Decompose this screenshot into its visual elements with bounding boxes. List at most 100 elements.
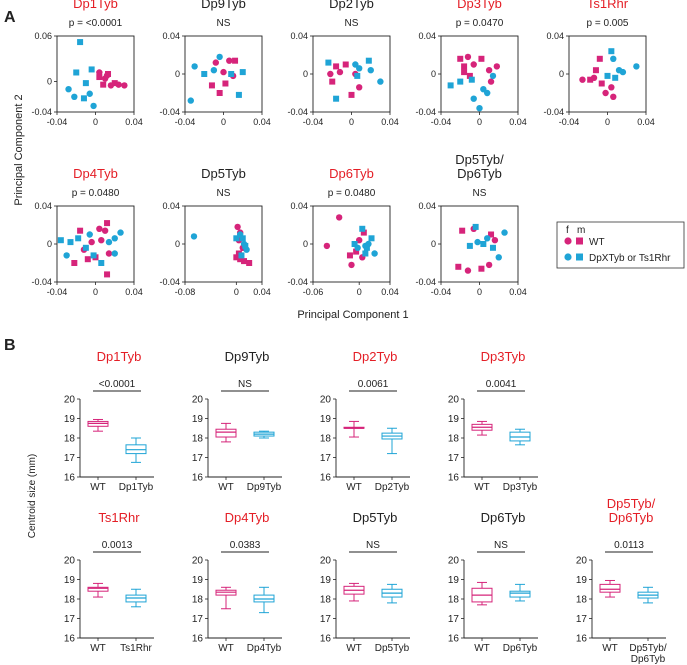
box-x-tick-label: Dp5Tyb <box>375 643 410 654</box>
wt-female-point <box>348 261 355 269</box>
box-y-tick-label: 20 <box>64 395 76 406</box>
pca-x-tick-label: 0.04 <box>381 117 399 127</box>
wt-female-point <box>88 238 95 246</box>
pca-y-tick-label: 0.06 <box>34 31 52 41</box>
wt-male-point <box>105 71 112 77</box>
pca-y-tick-label: -0.04 <box>159 277 180 287</box>
wt-male-point <box>233 254 240 261</box>
box-y-tick-label: 20 <box>448 556 460 567</box>
mut-female-point <box>619 68 627 76</box>
pca-y-tick-label: 0 <box>47 77 52 87</box>
pca-x-tick-label: 0.04 <box>637 117 655 127</box>
wt-male-point <box>596 55 603 62</box>
wt-male-point <box>333 63 340 70</box>
mut-male-point <box>359 225 366 232</box>
mut-female-point <box>610 55 617 62</box>
mut-female-point <box>495 254 502 261</box>
centroid-panel-8: Dp5Tyb/Dp6Tyb 20 19 18 17 16 WT Dp5Tyb/Dp6Tyb 0.… <box>576 496 667 665</box>
pca-x-tick-label: 0 <box>234 287 239 297</box>
wt-female-point <box>491 237 499 244</box>
mut-male-point <box>365 57 372 64</box>
significance-label: 0.0061 <box>358 379 389 390</box>
box-x-tick-label: WT <box>346 482 362 493</box>
wt-female-point <box>356 84 363 91</box>
pca-y-tick-label: 0.04 <box>290 31 308 41</box>
pca-y-tick-label: 0 <box>175 239 180 249</box>
mut-female-point <box>470 95 477 102</box>
centroid-panel-6: Dp5Tyb 20 19 18 17 16 WT Dp5Tyb NS <box>320 510 410 654</box>
centroid-panel-4: Ts1Rhr 20 19 18 17 16 WT Ts1Rhr 0.0013 <box>64 510 154 654</box>
wt-male-point <box>329 78 336 85</box>
pca-y-tick-label: -0.04 <box>287 107 308 117</box>
mut-female-point <box>489 72 497 80</box>
mut-male-point <box>351 241 358 247</box>
wt-iqr-box <box>87 586 109 592</box>
wt-male-point <box>353 248 360 255</box>
mut-female-point <box>111 250 118 257</box>
wt-female-point <box>336 68 344 76</box>
wt-female-point <box>464 267 472 274</box>
wt-female-point <box>579 76 586 83</box>
wt-male-point <box>111 80 118 87</box>
wt-male-point <box>208 82 215 89</box>
box-y-tick-label: 19 <box>320 414 332 425</box>
legend-mut-male-marker <box>576 253 583 261</box>
pca-x-tick-label: -0.04 <box>175 117 196 127</box>
box-x-tick-label: Dp6Tyb <box>631 654 666 665</box>
wt-female-point <box>464 53 472 61</box>
box-x-tick-label: WT <box>218 482 234 493</box>
pca-y-tick-label: -0.04 <box>415 277 436 287</box>
pca-x-tick-label: 0 <box>221 117 226 127</box>
wt-male-point <box>459 227 466 234</box>
box-y-tick-label: 17 <box>192 614 204 625</box>
mut-female-point <box>484 235 491 242</box>
mut-male-point <box>472 223 479 230</box>
pca-x-tick-label: 0 <box>357 287 362 297</box>
centroid-panel-3: Dp3Tyb 20 19 18 17 16 WT Dp3Tyb 0.0041 <box>448 349 538 493</box>
panel-b-label: B <box>4 337 16 354</box>
mut-male-point <box>447 82 454 89</box>
pca-stat-label: p = 0.0480 <box>72 188 120 199</box>
box-y-tick-label: 19 <box>448 575 460 586</box>
box-y-tick-label: 20 <box>576 556 588 567</box>
pca-stat-label: NS <box>217 18 231 29</box>
box-x-tick-label: Dp2Tyb <box>375 482 410 493</box>
pca-y-tick-label: -0.04 <box>159 107 180 117</box>
box-x-tick-label: Dp5Tyb/ <box>629 643 666 654</box>
pca-x-tick-label: 0.04 <box>381 287 399 297</box>
pca-plot-frame <box>312 35 391 113</box>
mut-female-point <box>633 63 640 70</box>
pca-y-tick-label: 0 <box>303 239 308 249</box>
pca-y-tick-label: 0.04 <box>162 31 180 41</box>
centroid-panel-7: Dp6Tyb 20 19 18 17 16 WT Dp6Tyb NS <box>448 510 538 654</box>
box-title-line: Dp6Tyb <box>609 510 654 525</box>
significance-label: NS <box>366 540 380 551</box>
box-y-tick-label: 17 <box>576 614 588 625</box>
mut-male-point <box>82 80 89 87</box>
box-title-line: Dp5Tyb/ <box>607 496 656 511</box>
mut-female-point <box>190 233 198 240</box>
mut-male-point <box>80 95 87 102</box>
wt-male-point <box>478 265 485 272</box>
wt-iqr-box <box>215 428 237 438</box>
wt-female-point <box>327 70 334 78</box>
box-y-tick-label: 17 <box>448 614 460 625</box>
pca-stat-label: NS <box>473 188 487 199</box>
mut-female-point <box>210 67 218 74</box>
box-y-tick-label: 20 <box>192 556 204 567</box>
pca-x-tick-label: 0.04 <box>509 287 527 297</box>
mut-male-point <box>82 244 89 251</box>
pca-y-tick-label: 0.04 <box>418 31 436 41</box>
pca-title-line: Dp9Tyb <box>201 0 246 11</box>
mut-male-point <box>75 235 82 242</box>
pca-y-tick-label: 0 <box>559 69 564 79</box>
pca-x-tick-label: 0 <box>477 287 482 297</box>
significance-label: <0.0001 <box>99 379 136 390</box>
panel-a-label: A <box>4 9 16 26</box>
mut-female-point <box>111 235 118 242</box>
pca-y-tick-label: -0.04 <box>31 107 52 117</box>
pca-plot-frame <box>184 205 263 283</box>
pca-stat-label: NS <box>345 18 359 29</box>
box-y-tick-label: 18 <box>576 595 588 606</box>
pca-stat-label: p = 0.005 <box>587 18 629 29</box>
